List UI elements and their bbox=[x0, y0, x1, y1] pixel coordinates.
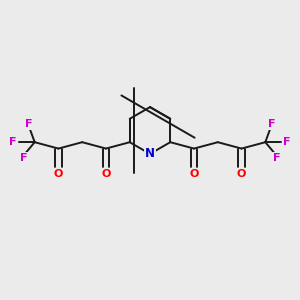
Text: F: F bbox=[273, 153, 280, 163]
Text: N: N bbox=[145, 147, 155, 161]
Text: O: O bbox=[101, 169, 111, 179]
Text: O: O bbox=[54, 169, 63, 179]
Text: F: F bbox=[9, 137, 17, 147]
Text: F: F bbox=[25, 119, 32, 129]
Text: O: O bbox=[189, 169, 199, 179]
Text: O: O bbox=[237, 169, 246, 179]
Text: F: F bbox=[283, 137, 291, 147]
Text: F: F bbox=[268, 119, 275, 129]
Text: F: F bbox=[20, 153, 27, 163]
